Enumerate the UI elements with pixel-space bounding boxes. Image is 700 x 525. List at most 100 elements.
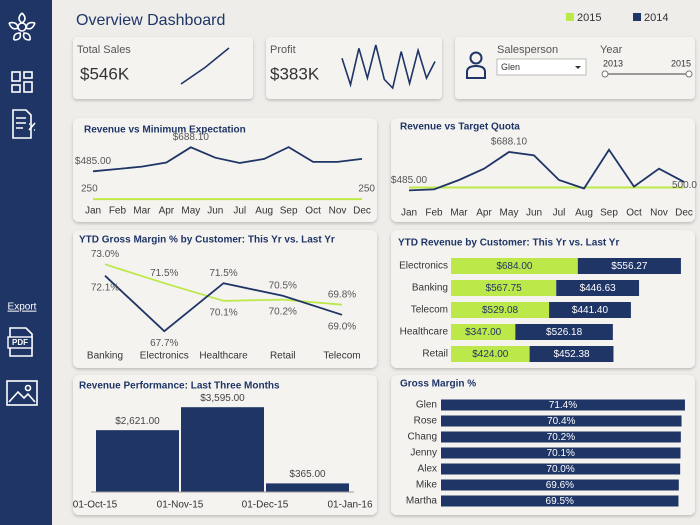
x-tick-label: Oct bbox=[626, 208, 642, 219]
bar bbox=[441, 415, 682, 427]
kpi-value: $546K bbox=[80, 64, 130, 83]
chart-title: YTD Revenue by Customer: This Yr vs. Las… bbox=[398, 238, 619, 249]
salesperson-dropdown[interactable]: Glen bbox=[496, 58, 587, 76]
filter-label: Year bbox=[600, 44, 623, 56]
sparkline bbox=[341, 44, 436, 90]
kpi-card bbox=[73, 37, 253, 99]
x-tick-label: 01-Nov-15 bbox=[157, 500, 204, 511]
chart-card bbox=[391, 118, 695, 222]
x-tick-label: May bbox=[181, 206, 200, 217]
bar bbox=[529, 346, 614, 362]
logo-icon bbox=[8, 12, 36, 41]
x-tick-label: Oct bbox=[305, 206, 321, 217]
x-tick-label: 01-Dec-15 bbox=[242, 500, 289, 511]
sidebar bbox=[0, 0, 52, 525]
x-tick-label: Aug bbox=[255, 206, 273, 217]
x-tick-label: 01-Oct-15 bbox=[73, 500, 118, 511]
bar bbox=[441, 447, 681, 459]
data-label: 70.2% bbox=[547, 432, 575, 443]
x-tick-label: Jan bbox=[85, 206, 101, 217]
x-tick-label: Apr bbox=[476, 208, 492, 219]
line-series bbox=[408, 148, 685, 192]
data-label: $556.27 bbox=[611, 261, 648, 272]
data-label: $485.00 bbox=[75, 156, 112, 167]
bar bbox=[441, 495, 679, 507]
data-label: 71.5% bbox=[209, 268, 237, 279]
data-label: $452.38 bbox=[553, 349, 590, 360]
report-icon[interactable] bbox=[12, 109, 36, 139]
x-tick-label: Jun bbox=[526, 208, 542, 219]
bar bbox=[451, 258, 578, 274]
page-title: Overview Dashboard bbox=[76, 12, 225, 29]
data-label: 70.1% bbox=[547, 448, 575, 459]
x-tick-label: Sep bbox=[280, 206, 298, 217]
dropdown-value: Glen bbox=[501, 62, 520, 72]
data-label: $567.75 bbox=[486, 283, 523, 294]
data-label: 71.4% bbox=[549, 400, 577, 411]
data-label: 72.1% bbox=[91, 282, 119, 293]
image-export-button[interactable] bbox=[6, 380, 38, 406]
data-label: $446.63 bbox=[580, 283, 617, 294]
bar bbox=[441, 463, 681, 475]
category-label: Retail bbox=[422, 349, 448, 360]
bar bbox=[577, 258, 681, 274]
data-label: 73.0% bbox=[91, 249, 119, 260]
data-label: 67.7% bbox=[150, 338, 178, 349]
year-slider[interactable] bbox=[601, 70, 693, 78]
x-tick-label: Nov bbox=[329, 206, 347, 217]
chart-card bbox=[73, 230, 377, 368]
data-label: $684.00 bbox=[496, 261, 533, 272]
reference-label: 500.0 bbox=[672, 180, 697, 191]
bar bbox=[451, 324, 516, 340]
bar bbox=[451, 280, 557, 296]
bar bbox=[181, 407, 264, 492]
x-tick-label: Apr bbox=[159, 206, 175, 217]
sparkline bbox=[180, 47, 230, 85]
legend-swatch bbox=[633, 13, 641, 21]
export-link[interactable]: Export bbox=[8, 302, 37, 313]
line-series bbox=[104, 275, 343, 333]
bar bbox=[441, 399, 685, 411]
chart-card bbox=[391, 375, 695, 515]
x-tick-label: Dec bbox=[675, 208, 693, 219]
bar bbox=[441, 431, 681, 443]
chart-title: Revenue vs Minimum Expectation bbox=[84, 125, 246, 136]
pdf-button[interactable]: PDF bbox=[7, 327, 33, 357]
data-label: 69.8% bbox=[328, 289, 356, 300]
data-label: 71.5% bbox=[150, 268, 178, 279]
category-label: Glen bbox=[416, 400, 437, 411]
data-label: 69.0% bbox=[328, 321, 356, 332]
bar bbox=[549, 302, 631, 318]
x-tick-label: Feb bbox=[425, 208, 443, 219]
bar bbox=[451, 302, 550, 318]
x-tick-label: Banking bbox=[87, 351, 123, 362]
data-label: 70.2% bbox=[269, 306, 297, 317]
x-tick-label: Sep bbox=[600, 208, 618, 219]
category-label: Chang bbox=[408, 432, 437, 443]
chart-title: YTD Gross Margin % by Customer: This Yr … bbox=[79, 235, 335, 246]
data-label: 70.4% bbox=[547, 416, 575, 427]
person-icon bbox=[466, 51, 486, 79]
x-tick-label: Jul bbox=[553, 208, 566, 219]
dashboard-icon[interactable] bbox=[11, 71, 33, 93]
pdf-label: PDF bbox=[12, 338, 28, 347]
chart-title: Revenue Performance: Last Three Months bbox=[79, 381, 280, 392]
x-tick-label: Aug bbox=[575, 208, 593, 219]
x-tick-label: Healthcare bbox=[199, 351, 248, 362]
category-label: Rose bbox=[414, 416, 438, 427]
x-tick-label: Mar bbox=[133, 206, 151, 217]
data-label: $485.00 bbox=[391, 175, 428, 186]
bar bbox=[96, 430, 179, 492]
data-label: 70.0% bbox=[546, 464, 574, 475]
kpi-label: Total Sales bbox=[77, 44, 131, 56]
filter-label: Salesperson bbox=[497, 44, 558, 56]
x-tick-label: Jul bbox=[233, 206, 246, 217]
x-tick-label: Jun bbox=[207, 206, 223, 217]
data-label: 69.6% bbox=[546, 480, 574, 491]
category-label: Healthcare bbox=[400, 327, 449, 338]
line-series bbox=[92, 146, 363, 173]
chart-card bbox=[73, 118, 377, 222]
reference-label: 250 bbox=[358, 184, 375, 195]
